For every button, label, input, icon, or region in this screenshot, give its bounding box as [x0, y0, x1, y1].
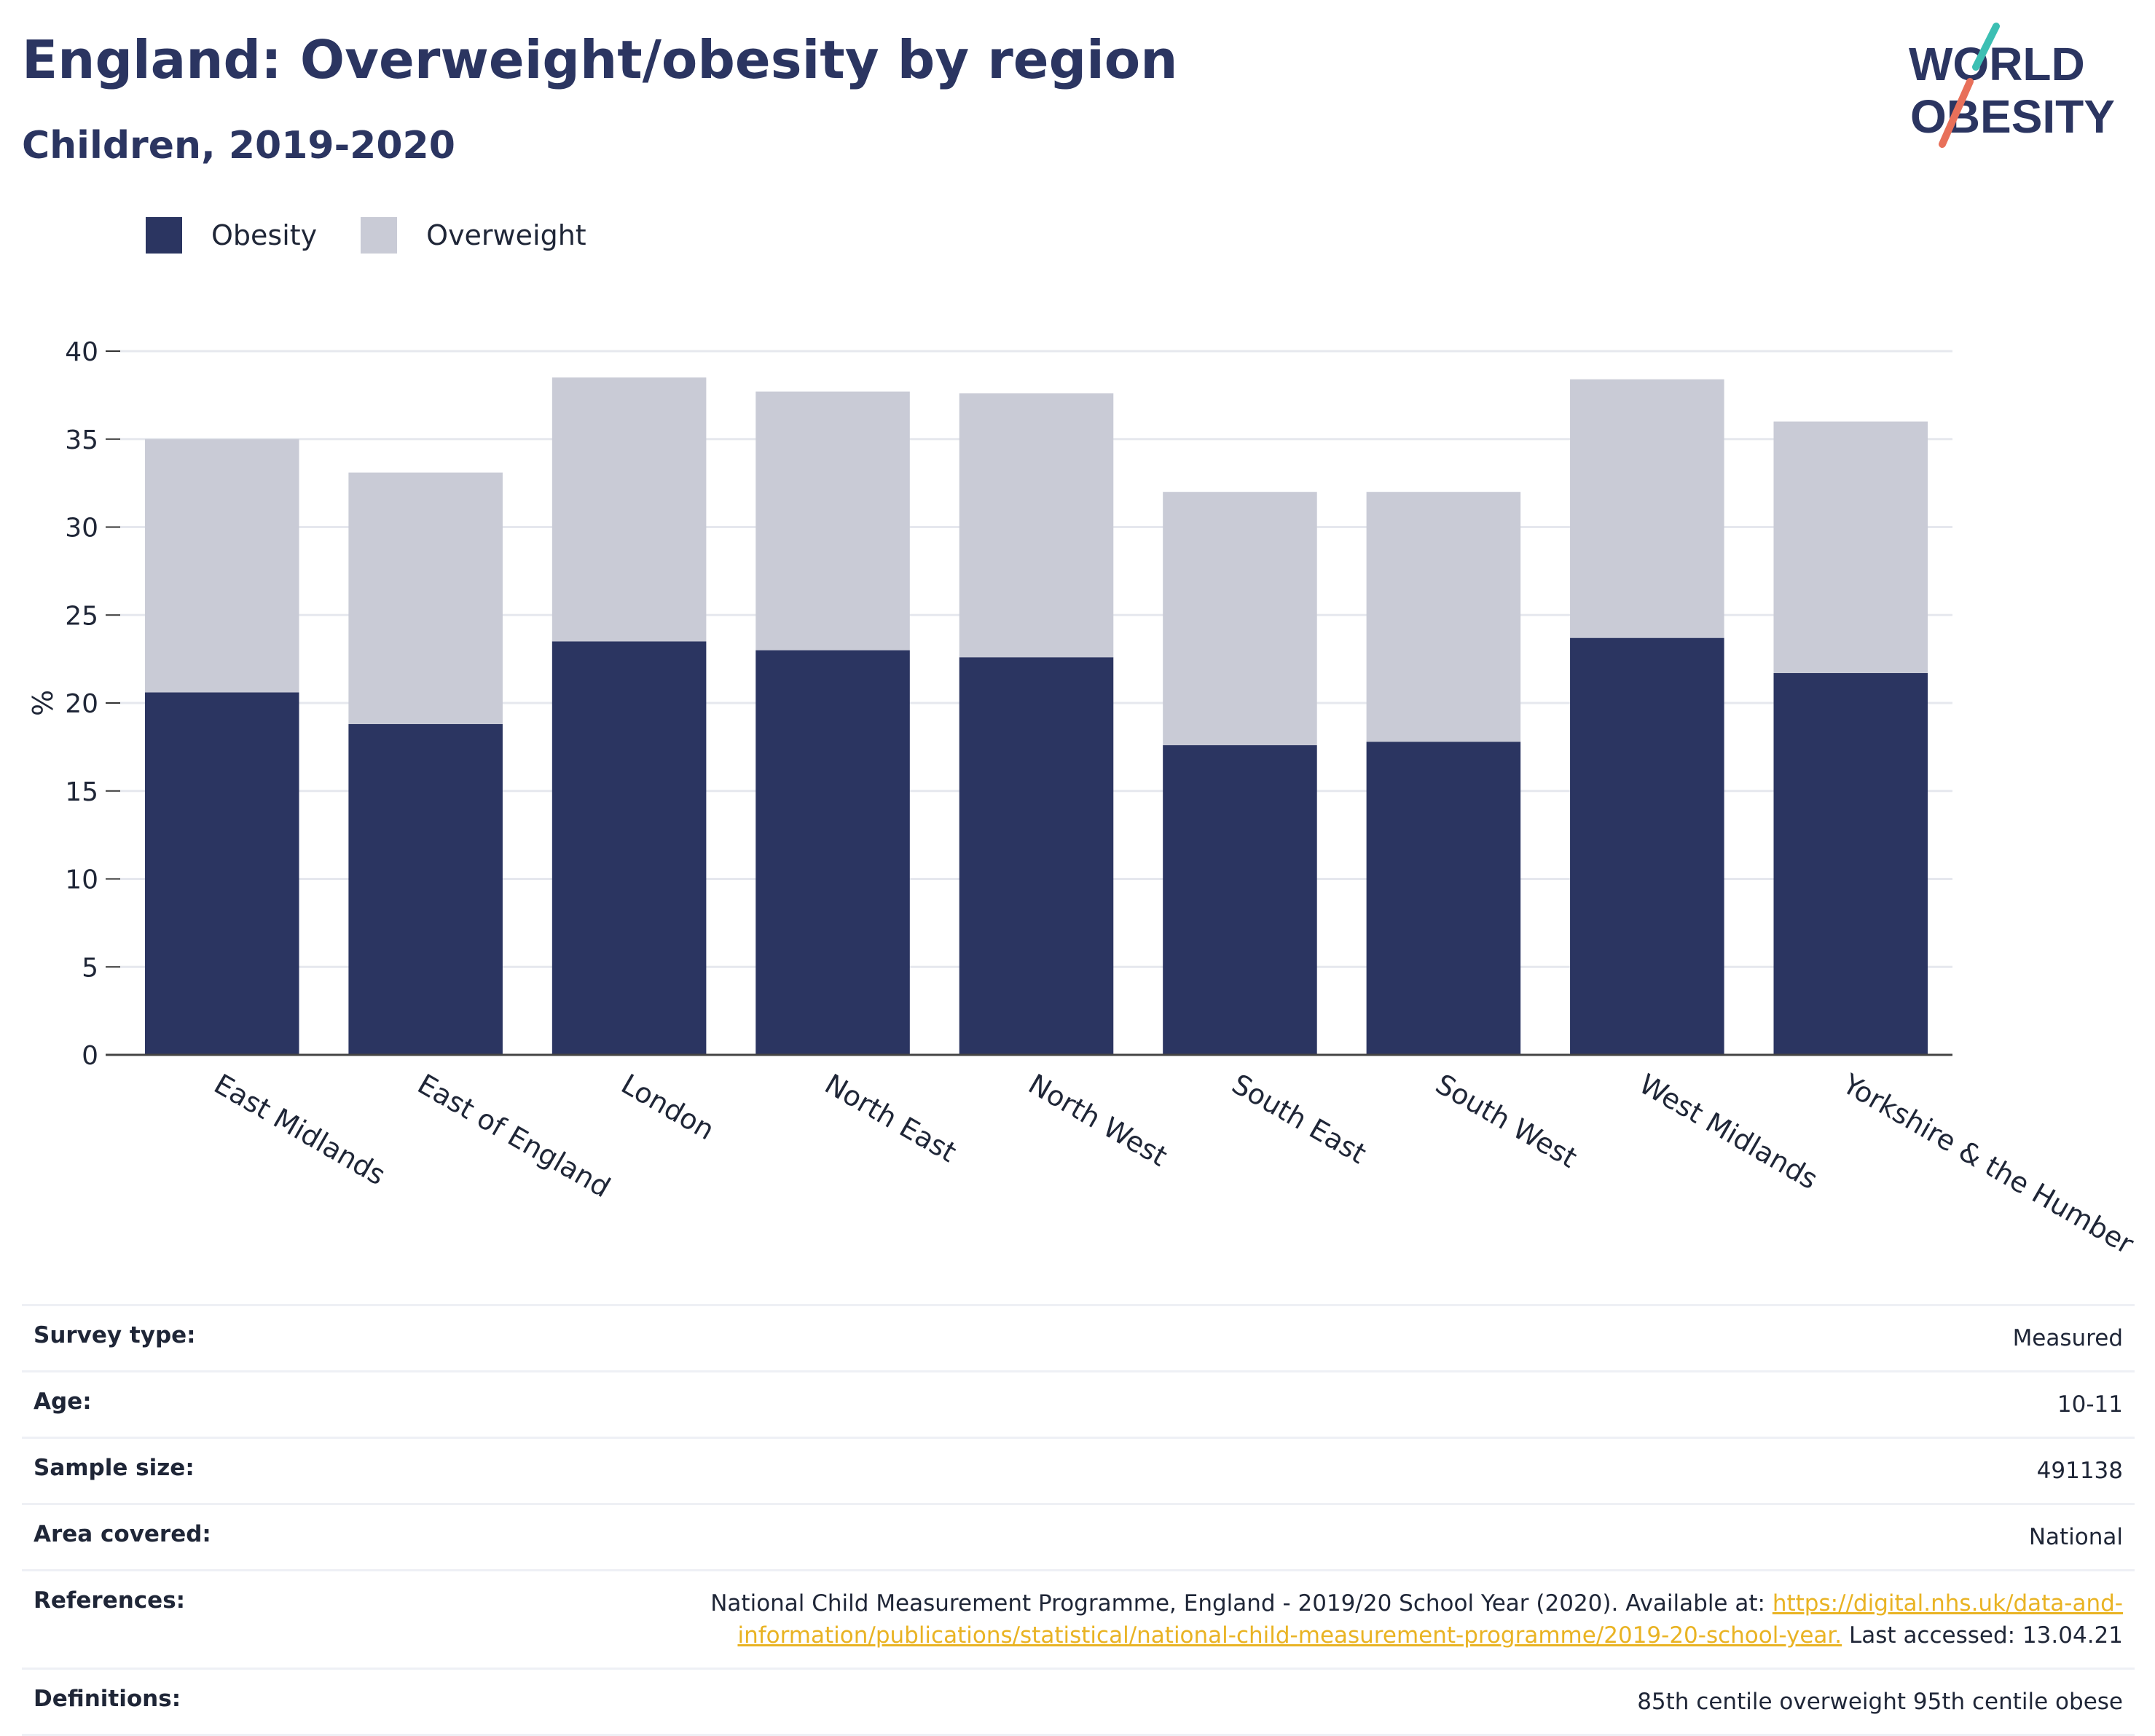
world-obesity-logo: WORLD OBESITY	[1909, 23, 2115, 148]
info-row-sample-size: Sample size: 491138	[22, 1437, 2135, 1503]
y-tick-label: 30	[65, 514, 98, 543]
y-tick-label: 5	[82, 953, 98, 983]
x-tick-label: South West	[1430, 1068, 1582, 1174]
bar-obesity-8	[1773, 672, 1928, 1055]
bar-overweight-3	[755, 391, 910, 651]
info-value: 10-11	[2057, 1391, 2123, 1418]
legend-item-obesity[interactable]: Obesity	[146, 217, 317, 254]
bar-overweight-2	[551, 377, 707, 642]
reference-link[interactable]: https://digital.nhs.uk/data-and-informat…	[737, 1590, 2123, 1649]
info-label: References:	[34, 1587, 186, 1614]
page-subtitle: Children, 2019-2020	[22, 124, 455, 168]
bar-obesity-4	[959, 657, 1114, 1055]
info-value: 491138	[2036, 1458, 2123, 1484]
y-tick-label: 10	[65, 865, 98, 895]
y-axis-label: %	[27, 690, 59, 716]
info-value: Measured	[2012, 1325, 2123, 1351]
x-tick-label: Yorkshire & the Humber	[1837, 1067, 2139, 1260]
y-tick-label: 40	[65, 337, 98, 367]
page-title: England: Overweight/obesity by region	[22, 29, 1178, 90]
y-tick-label: 15	[65, 777, 98, 807]
info-label: Area covered:	[34, 1521, 211, 1547]
info-label: Definitions:	[34, 1686, 181, 1712]
bar-overweight-4	[959, 393, 1114, 658]
y-tick-label: 35	[65, 425, 98, 455]
bar-obesity-6	[1366, 742, 1521, 1055]
info-row-definitions: Definitions: 85th centile overweight 95t…	[22, 1668, 2135, 1736]
x-tick-label: East of England	[412, 1068, 616, 1204]
info-value-references: National Child Measurement Programme, En…	[338, 1587, 2123, 1651]
logo-line1: WORLD	[1909, 38, 2085, 90]
x-tick-label: South East	[1227, 1068, 1372, 1170]
survey-info-table: Survey type: Measured Age: 10-11 Sample …	[22, 1304, 2135, 1736]
chart-legend: Obesity Overweight	[146, 217, 630, 254]
legend-item-overweight[interactable]: Overweight	[361, 217, 586, 254]
bar-obesity-2	[551, 641, 707, 1055]
bar-overweight-6	[1366, 492, 1521, 742]
bar-obesity-5	[1163, 745, 1317, 1055]
bar-obesity-0	[144, 692, 299, 1055]
x-tick-label: North East	[820, 1068, 962, 1169]
x-tick-label: London	[616, 1068, 720, 1147]
legend-label-obesity: Obesity	[211, 219, 318, 251]
bar-overweight-7	[1570, 379, 1724, 638]
info-label: Age:	[34, 1389, 92, 1415]
bar-obesity-7	[1570, 637, 1724, 1055]
y-tick-label: 25	[65, 601, 98, 631]
y-tick-label: 20	[65, 689, 98, 719]
info-label: Survey type:	[34, 1322, 196, 1348]
bar-overweight-5	[1163, 492, 1317, 745]
legend-label-overweight: Overweight	[426, 219, 586, 251]
bar-obesity-3	[755, 650, 910, 1055]
info-label: Sample size:	[34, 1455, 195, 1481]
info-row-age: Age: 10-11	[22, 1370, 2135, 1437]
x-tick-label: North West	[1023, 1068, 1172, 1173]
x-tick-label: East Midlands	[208, 1068, 390, 1192]
x-tick-label: West Midlands	[1634, 1068, 1824, 1196]
bar-overweight-1	[348, 472, 503, 724]
info-row-references: References: National Child Measurement P…	[22, 1569, 2135, 1668]
info-row-survey-type: Survey type: Measured	[22, 1304, 2135, 1370]
legend-swatch-overweight	[361, 217, 398, 254]
logo-line2: OBESITY	[1910, 90, 2115, 143]
legend-swatch-obesity	[146, 217, 182, 254]
info-row-area: Area covered: National	[22, 1503, 2135, 1569]
y-tick-label: 0	[82, 1041, 98, 1071]
bar-obesity-1	[348, 723, 503, 1055]
reference-accessed: Last accessed: 13.04.21	[1842, 1622, 2123, 1649]
bar-overweight-0	[144, 439, 299, 693]
info-value: 85th centile overweight 95th centile obe…	[1637, 1689, 2123, 1715]
info-value: National	[2028, 1524, 2123, 1550]
reference-text: National Child Measurement Programme, En…	[710, 1590, 1773, 1617]
bar-overweight-8	[1773, 421, 1928, 673]
bar-chart: 0 5 10 15 20 25 30 35 40% East Midlands East of En…	[27, 337, 2139, 1260]
